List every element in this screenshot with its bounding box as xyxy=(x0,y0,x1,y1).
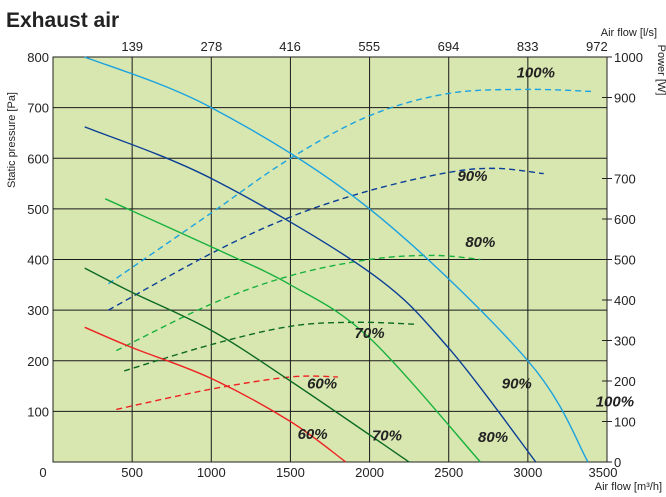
x2-tick-label: 139 xyxy=(121,39,143,54)
curve-label: 80% xyxy=(465,234,495,251)
top-axis-label: Air flow [l/s] xyxy=(601,27,657,39)
curve-label: 70% xyxy=(372,428,402,445)
x-tick-label: 3500 xyxy=(589,465,618,480)
curve-label: 100% xyxy=(596,393,634,410)
curve-label: 60% xyxy=(307,376,337,393)
right-axis-label: Power [W] xyxy=(655,45,666,96)
pressure-curve-60 xyxy=(84,326,347,463)
x-tick-label: 1000 xyxy=(197,465,226,480)
y-tick-label: 500 xyxy=(27,202,49,217)
y-tick-label: 700 xyxy=(27,101,49,116)
power-curve-100 xyxy=(108,88,592,285)
power-curve-60 xyxy=(116,375,338,411)
chart-title: Exhaust air xyxy=(6,9,119,32)
x-tick-label: 2500 xyxy=(434,465,463,480)
x2-tick-label: 694 xyxy=(438,39,460,54)
y-tick-label: 800 xyxy=(27,50,49,65)
y-tick-label: 300 xyxy=(27,303,49,318)
power-curve-70 xyxy=(123,321,418,372)
curves xyxy=(84,56,592,463)
y2-tick-label: 500 xyxy=(614,253,636,268)
curve-label: 80% xyxy=(478,429,508,446)
x-tick-label: 500 xyxy=(121,465,143,480)
x-tick-label: 3000 xyxy=(513,465,542,480)
y-tick-label: 100 xyxy=(27,404,49,419)
y2-tick-label: 200 xyxy=(614,374,636,389)
power-curve-90 xyxy=(108,167,544,311)
left-axis-label: Static pressure [Pa] xyxy=(6,92,18,188)
power-curve-80 xyxy=(115,254,481,352)
y2-tick-label: 300 xyxy=(614,334,636,349)
x2-tick-label: 833 xyxy=(517,39,539,54)
pressure-curve-70 xyxy=(84,267,410,463)
curve-label: 90% xyxy=(457,168,487,185)
y-tick-label: 200 xyxy=(27,354,49,369)
x-tick-label: 0 xyxy=(39,465,46,480)
bottom-axis-label: Air flow [m³/h] xyxy=(595,481,662,493)
y-tick-label: 400 xyxy=(27,253,49,268)
y2-tick-label: 0 xyxy=(614,455,621,470)
y2-tick-label: 400 xyxy=(614,293,636,308)
curve-label: 100% xyxy=(517,64,555,81)
curve-label: 90% xyxy=(502,376,532,393)
y2-tick-label: 700 xyxy=(614,172,636,187)
x2-tick-label: 416 xyxy=(279,39,301,54)
x2-tick-label: 555 xyxy=(358,39,380,54)
x2-tick-label: 278 xyxy=(201,39,223,54)
curve-label: 70% xyxy=(355,325,385,342)
y2-tick-label: 100 xyxy=(614,415,636,430)
grid xyxy=(53,56,607,462)
y2-tick-label: 900 xyxy=(614,91,636,106)
x-tick-label: 1500 xyxy=(276,465,305,480)
pressure-curve-90 xyxy=(84,126,537,463)
pressure-curve-100 xyxy=(84,56,589,463)
pressure-curve-80 xyxy=(104,198,481,463)
curve-label: 60% xyxy=(298,426,328,443)
y2-tick-label: 1000 xyxy=(614,50,643,65)
y2-tick-label: 600 xyxy=(614,212,636,227)
y-tick-label: 600 xyxy=(27,151,49,166)
x-tick-label: 2000 xyxy=(355,465,384,480)
x2-tick-label: 972 xyxy=(586,39,608,54)
curve-labels: 100% 90% 80% 70% 60% 90% 100% 60% 70% 80% xyxy=(298,64,635,446)
